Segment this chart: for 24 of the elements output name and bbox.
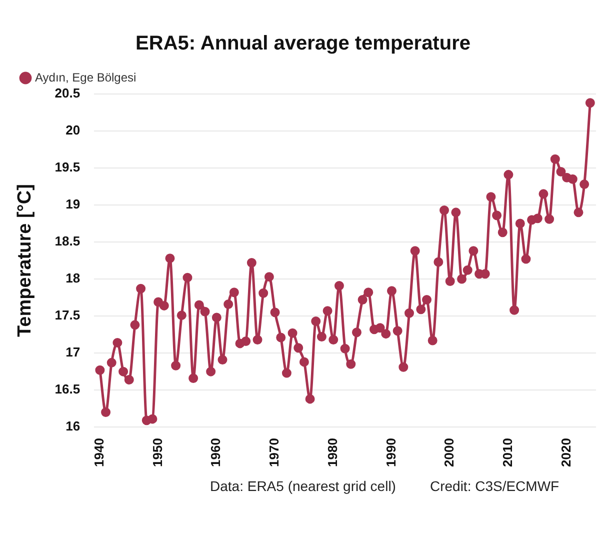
y-tick-label: 19.5 <box>54 160 80 175</box>
x-tick-label: 1970 <box>266 438 282 467</box>
x-tick-label: 1960 <box>208 438 224 467</box>
y-axis-title: Temperature [°C] <box>14 184 36 338</box>
x-tick-label: 2020 <box>558 438 574 467</box>
x-tick-label: 1940 <box>92 438 107 467</box>
y-tick-label: 16 <box>66 418 80 434</box>
y-tick-label: 18 <box>66 270 80 286</box>
text: Credit: C3S/ECMWF <box>430 478 560 494</box>
y-tick-label: 18.5 <box>54 234 80 249</box>
legend-label: Aydın, Ege Bölgesi <box>35 70 136 84</box>
text: Data: ERA5 (nearest grid cell) <box>210 478 396 494</box>
y-tick-label: 17 <box>66 344 80 360</box>
x-tick-label: 1950 <box>150 438 165 467</box>
y-tick-label: 20 <box>66 122 80 138</box>
y-tick-label: 17.5 <box>54 308 80 323</box>
chart-title: ERA5: Annual average temperature <box>136 32 470 55</box>
y-tick-label: 19 <box>66 196 80 212</box>
x-tick-label: 1980 <box>324 438 340 467</box>
x-tick-label: 2010 <box>500 438 516 467</box>
x-tick-label: 2000 <box>442 438 457 467</box>
x-tick-label: 1990 <box>383 438 398 467</box>
y-tick-label: 16.5 <box>54 382 80 397</box>
y-tick-label: 20.5 <box>54 86 80 101</box>
